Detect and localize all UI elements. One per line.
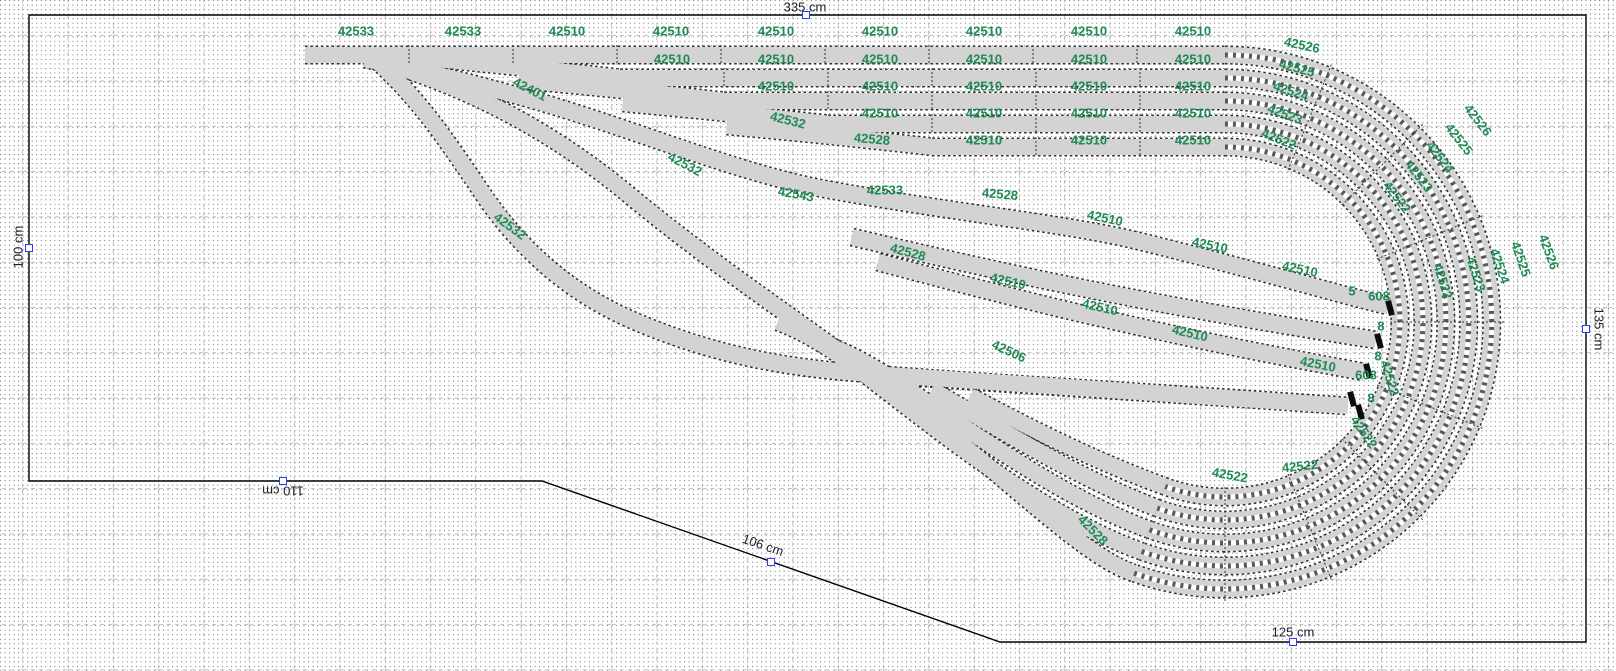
dimension-handle[interactable] bbox=[279, 477, 287, 485]
track-article-label: 42528 bbox=[981, 184, 1019, 204]
track-article-label: 42510 bbox=[1174, 78, 1212, 94]
track-article-label: 42510 bbox=[652, 23, 690, 39]
dimension-handle[interactable] bbox=[25, 244, 33, 252]
track-article-label: 42510 bbox=[1174, 132, 1212, 148]
track-article-label: 42510 bbox=[653, 51, 691, 67]
track-article-label: 42510 bbox=[757, 51, 795, 67]
track-article-label: 42510 bbox=[861, 51, 899, 67]
track-article-label: 42510 bbox=[1070, 23, 1108, 39]
track-article-label: 42510 bbox=[861, 78, 899, 94]
track-article-label: 42510 bbox=[1174, 105, 1212, 121]
track-article-label: 42510 bbox=[965, 105, 1003, 121]
track-article-label: 42510 bbox=[1174, 51, 1212, 67]
dimension-handle[interactable] bbox=[802, 11, 810, 19]
track-article-label: 42510 bbox=[757, 23, 795, 39]
track-article-label: 42533 bbox=[337, 23, 375, 39]
track-article-label: 42533 bbox=[444, 23, 482, 39]
track-joint-ticks bbox=[408, 45, 1505, 602]
track-article-label: 42510 bbox=[548, 23, 586, 39]
dimension-handle[interactable] bbox=[767, 558, 775, 566]
track-article-label: 42510 bbox=[965, 132, 1003, 148]
track-article-label: 42510 bbox=[861, 23, 899, 39]
track-article-label: 8 bbox=[1374, 348, 1382, 364]
track-article-label: 42510 bbox=[965, 23, 1003, 39]
dimension-label: 335 cm bbox=[783, 0, 827, 15]
track-article-label: 42510 bbox=[965, 78, 1003, 94]
track-article-label: 608 bbox=[1368, 288, 1390, 304]
track-article-label: 42510 bbox=[757, 78, 795, 94]
track-article-label: 42510 bbox=[861, 105, 899, 121]
track-article-label: 42510 bbox=[965, 51, 1003, 67]
track-article-label: 42533 bbox=[866, 182, 904, 198]
track-article-label: 42510 bbox=[1174, 23, 1212, 39]
dimension-label: 125 cm bbox=[1271, 624, 1315, 640]
track-article-label: 42510 bbox=[1070, 51, 1108, 67]
dimension-label: 135 cm bbox=[1591, 307, 1607, 351]
track-article-label: 42510 bbox=[1070, 78, 1108, 94]
track-article-label: 8 bbox=[1377, 318, 1385, 334]
dimension-label: 110 cm bbox=[262, 483, 304, 499]
dimension-handle[interactable] bbox=[1582, 325, 1590, 333]
track-article-label: 608 bbox=[1355, 367, 1377, 383]
track-article-label: 42510 bbox=[1070, 132, 1108, 148]
dimension-handle[interactable] bbox=[1289, 638, 1297, 646]
baseboard-outline[interactable] bbox=[28, 14, 1587, 643]
dimension-label: 100 cm bbox=[10, 225, 26, 269]
track-article-label: 42528 bbox=[853, 129, 891, 149]
track-article-label: 42510 bbox=[1070, 105, 1108, 121]
track-article-label: 8 bbox=[1367, 390, 1375, 406]
track-article-label: 5 bbox=[1348, 283, 1356, 299]
